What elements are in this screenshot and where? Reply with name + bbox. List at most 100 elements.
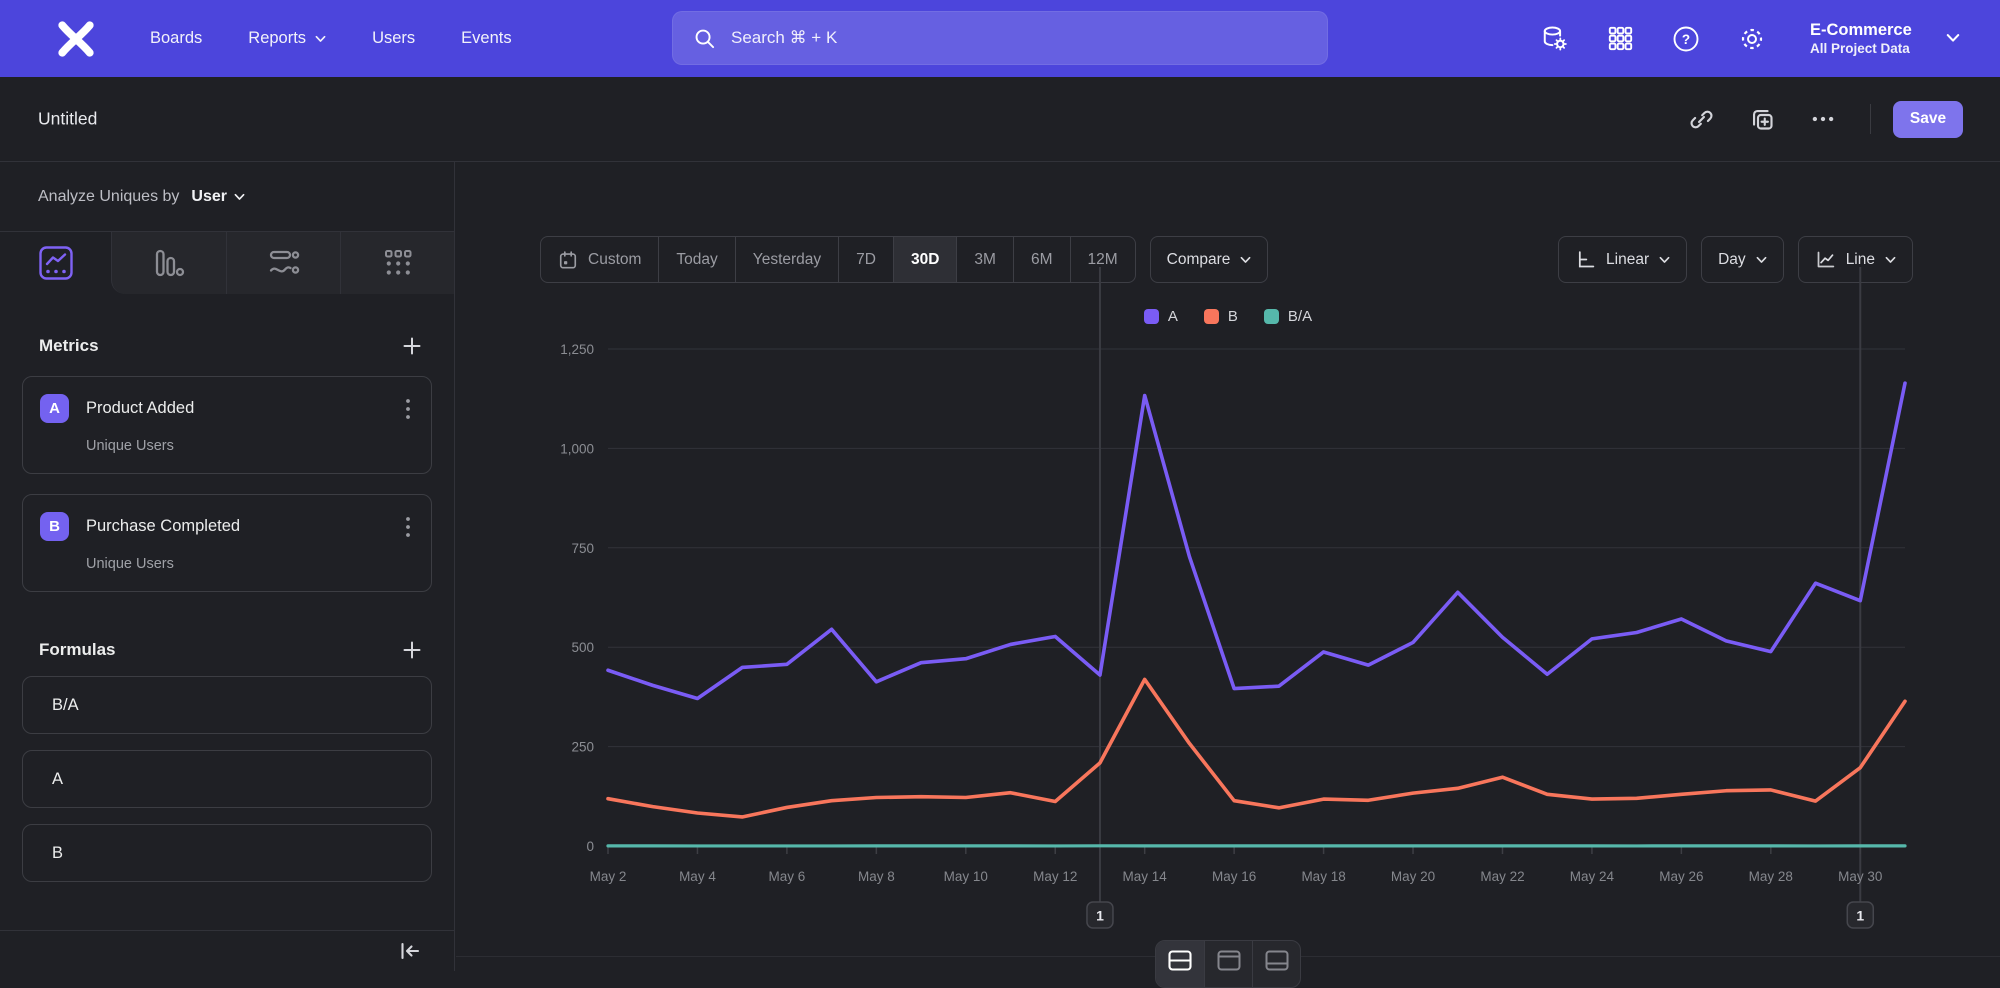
query-builder-sidebar: Analyze Uniques by User	[0, 162, 455, 971]
project-name: E-Commerce	[1810, 19, 1912, 40]
x-axis-label: May 30	[1838, 869, 1882, 884]
nav-link-events[interactable]: Events	[461, 29, 511, 48]
x-axis-label: May 28	[1749, 869, 1793, 884]
y-axis-label: 250	[571, 740, 594, 755]
add-metric-button[interactable]	[402, 336, 422, 356]
more-options-icon[interactable]	[1810, 106, 1836, 132]
table-only-icon	[1265, 950, 1289, 971]
x-axis-label: May 4	[679, 869, 716, 884]
y-axis-label: 500	[571, 640, 594, 655]
nav-icon-group: ?	[1540, 0, 1766, 77]
annotation-badge[interactable]: 1	[1847, 902, 1873, 928]
x-axis-label: May 10	[944, 869, 988, 884]
kebab-menu-icon	[405, 515, 411, 539]
add-formula-button[interactable]	[402, 640, 422, 660]
nav-link-label: Boards	[150, 29, 202, 48]
formulas-section-head: Formulas	[22, 640, 432, 660]
formula-card[interactable]: B/A	[22, 676, 432, 734]
view-split-chart-table-button[interactable]	[1156, 941, 1204, 987]
x-axis-label: May 20	[1391, 869, 1435, 884]
metric-options-button[interactable]	[401, 395, 415, 423]
inactive-tabs-strip	[111, 232, 454, 294]
copy-link-icon[interactable]	[1688, 106, 1715, 133]
x-axis-label: May 16	[1212, 869, 1256, 884]
annotation-badge-label: 1	[1856, 908, 1864, 924]
metric-event-name[interactable]: Purchase Completed	[86, 517, 401, 536]
search-icon	[693, 27, 716, 50]
x-axis-label: May 2	[590, 869, 627, 884]
nav-link-label: Events	[461, 29, 511, 48]
view-mode-switcher	[1155, 940, 1301, 988]
y-axis-label: 0	[586, 839, 594, 854]
annotation-badge[interactable]: 1	[1087, 902, 1113, 928]
search-placeholder: Search ⌘ + K	[731, 28, 837, 48]
metric-card-a[interactable]: A Product Added Unique Users	[22, 376, 432, 474]
analyze-entity-dropdown[interactable]: User	[191, 188, 245, 206]
data-connections-icon[interactable]	[1540, 24, 1569, 53]
metric-cards: A Product Added Unique Users B Purchase Comp…	[22, 376, 432, 592]
x-axis-label: May 12	[1033, 869, 1077, 884]
metric-event-name[interactable]: Product Added	[86, 399, 401, 418]
nav-link-users[interactable]: Users	[372, 29, 415, 48]
header-divider	[1870, 104, 1871, 134]
project-switcher[interactable]: E-Commerce All Project Data	[1810, 19, 1912, 57]
y-axis-label: 1,000	[560, 441, 594, 456]
header-actions: Save	[1688, 77, 1963, 161]
apps-grid-icon[interactable]	[1607, 25, 1634, 52]
metric-measurement[interactable]: Unique Users	[86, 438, 415, 454]
view-chart-only-button[interactable]	[1204, 941, 1252, 987]
project-scope: All Project Data	[1810, 40, 1912, 58]
sidebar-footer	[0, 930, 454, 971]
metric-letter-badge: A	[40, 394, 69, 423]
nav-link-boards[interactable]: Boards	[150, 29, 202, 48]
project-chevron-down-icon[interactable]	[1946, 33, 1960, 43]
formula-card[interactable]: B	[22, 824, 432, 882]
report-title[interactable]: Untitled	[38, 109, 97, 130]
retention-grid-tab-icon	[382, 247, 414, 279]
svg-text:?: ?	[1682, 32, 1690, 47]
x-axis-label: May 26	[1659, 869, 1703, 884]
nav-links: Boards Reports Users Events	[150, 29, 512, 48]
search-input[interactable]: Search ⌘ + K	[672, 11, 1328, 65]
tab-flows[interactable]	[226, 232, 340, 294]
collapse-sidebar-icon[interactable]	[398, 940, 422, 962]
bar-chart-tab-icon	[153, 247, 185, 279]
save-button[interactable]: Save	[1893, 101, 1963, 138]
formula-expression: A	[52, 770, 63, 789]
analyze-entity-value: User	[191, 188, 227, 206]
formula-card[interactable]: A	[22, 750, 432, 808]
settings-gear-icon[interactable]	[1738, 25, 1766, 53]
metric-measurement[interactable]: Unique Users	[86, 556, 415, 572]
y-axis-label: 1,250	[560, 342, 594, 357]
metric-options-button[interactable]	[401, 513, 415, 541]
insights-line-tab-icon	[38, 245, 74, 281]
nav-link-reports[interactable]: Reports	[248, 29, 326, 48]
metric-card-b[interactable]: B Purchase Completed Unique Users	[22, 494, 432, 592]
series-a[interactable]	[608, 383, 1905, 698]
formula-expression: B	[52, 844, 63, 863]
report-header-bar: Untitled Save	[0, 77, 2000, 162]
x-axis-label: May 18	[1301, 869, 1345, 884]
chart-only-icon	[1217, 950, 1241, 971]
tab-retention[interactable]	[340, 232, 454, 294]
tab-insights-line[interactable]	[0, 232, 111, 294]
mixpanel-logo[interactable]	[54, 17, 98, 61]
metric-letter-badge: B	[40, 512, 69, 541]
flows-tab-icon	[267, 246, 301, 280]
tab-bar-chart[interactable]	[112, 232, 226, 294]
chevron-down-icon	[234, 193, 245, 201]
chart-type-tabs	[0, 232, 454, 294]
chevron-down-icon	[315, 35, 326, 43]
sidebar-content: Metrics A Product Added Unique Users B Purch…	[0, 336, 454, 882]
x-axis-label: May 24	[1570, 869, 1615, 884]
help-icon[interactable]: ?	[1672, 25, 1700, 53]
view-table-only-button[interactable]	[1252, 941, 1300, 987]
x-axis-label: May 14	[1123, 869, 1168, 884]
top-nav: Boards Reports Users Events Search ⌘ + K	[0, 0, 2000, 77]
metrics-heading: Metrics	[39, 336, 99, 356]
duplicate-add-icon[interactable]	[1749, 106, 1776, 133]
kebab-menu-icon	[405, 397, 411, 421]
series-b[interactable]	[608, 679, 1905, 817]
